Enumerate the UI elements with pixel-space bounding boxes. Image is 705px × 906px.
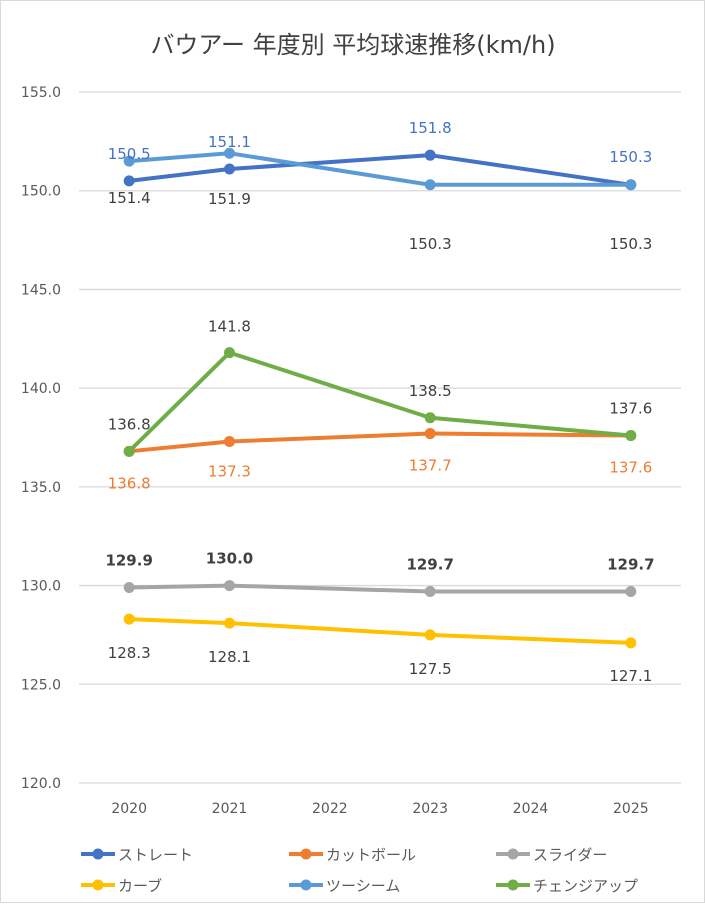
data-point bbox=[123, 175, 135, 187]
data-label: 150.3 bbox=[409, 235, 452, 253]
data-point bbox=[224, 617, 235, 629]
data-point bbox=[625, 179, 637, 191]
legend-label: チェンジアップ bbox=[533, 877, 638, 895]
legend-dot-icon bbox=[300, 848, 312, 860]
data-label: 150.3 bbox=[609, 148, 652, 166]
x-tick-label: 2021 bbox=[212, 801, 248, 817]
series-line bbox=[128, 431, 631, 454]
y-tick-label: 120.0 bbox=[21, 776, 61, 792]
legend-item[interactable]: ツーシーム bbox=[289, 877, 400, 895]
data-point bbox=[424, 149, 436, 161]
data-point bbox=[224, 435, 235, 447]
chart-title: バウアー 年度別 平均球速推移(km/h) bbox=[150, 31, 555, 59]
data-label: 150.5 bbox=[108, 145, 151, 163]
data-label: 130.0 bbox=[206, 550, 253, 568]
legend-dot-icon bbox=[507, 879, 519, 891]
data-point bbox=[224, 163, 235, 175]
y-tick-label: 145.0 bbox=[21, 282, 61, 298]
legend-item[interactable]: カットボール bbox=[289, 846, 416, 864]
y-tick-label: 140.0 bbox=[21, 381, 61, 397]
y-tick-label: 135.0 bbox=[21, 480, 61, 496]
legend-dot-icon bbox=[300, 879, 312, 891]
series-line bbox=[128, 153, 632, 187]
data-label: 150.3 bbox=[609, 235, 652, 253]
x-tick-label: 2025 bbox=[613, 801, 649, 817]
y-tick-label: 125.0 bbox=[21, 677, 61, 693]
x-tick-label: 2024 bbox=[513, 801, 549, 817]
data-label: 141.8 bbox=[208, 318, 251, 336]
data-label: 128.1 bbox=[208, 648, 251, 666]
data-label: 128.3 bbox=[108, 644, 151, 662]
legend-item[interactable]: ストレート bbox=[81, 846, 193, 864]
data-point bbox=[424, 585, 436, 597]
data-label: 136.8 bbox=[108, 415, 151, 433]
data-label: 151.4 bbox=[108, 189, 151, 207]
data-label: 137.6 bbox=[609, 400, 652, 418]
legend-item[interactable]: カーブ bbox=[81, 877, 162, 895]
legend-label: ストレート bbox=[118, 846, 193, 864]
data-label: 127.1 bbox=[609, 667, 652, 685]
data-point bbox=[424, 428, 436, 440]
series-line bbox=[129, 151, 631, 187]
data-point bbox=[424, 629, 436, 641]
legend-item[interactable]: スライダー bbox=[496, 846, 607, 864]
legend-item[interactable]: チェンジアップ bbox=[496, 877, 638, 895]
data-label: 129.7 bbox=[406, 555, 453, 573]
data-label: 138.5 bbox=[409, 382, 452, 400]
data-point bbox=[625, 430, 637, 442]
data-point bbox=[123, 613, 135, 625]
legend-label: カーブ bbox=[118, 877, 162, 895]
legend-dot-icon bbox=[507, 848, 519, 860]
data-point bbox=[224, 147, 235, 159]
data-label: 136.8 bbox=[108, 474, 151, 492]
data-label: 129.9 bbox=[105, 552, 152, 570]
data-point bbox=[424, 179, 436, 191]
legend-label: スライダー bbox=[533, 846, 607, 864]
y-tick-label: 155.0 bbox=[21, 85, 61, 101]
data-label: 127.5 bbox=[409, 660, 452, 678]
legend-label: カットボール bbox=[326, 846, 416, 864]
data-point bbox=[424, 412, 436, 424]
data-point bbox=[224, 580, 235, 592]
series-line bbox=[129, 617, 631, 645]
legend-dot-icon bbox=[92, 879, 104, 891]
x-tick-label: 2022 bbox=[312, 801, 348, 817]
data-point bbox=[123, 445, 135, 457]
y-tick-label: 130.0 bbox=[21, 579, 61, 595]
data-label: 137.7 bbox=[409, 457, 452, 475]
y-tick-label: 150.0 bbox=[21, 184, 61, 200]
data-label: 129.7 bbox=[607, 555, 654, 573]
legend-label: ツーシーム bbox=[326, 877, 400, 895]
data-label: 137.6 bbox=[609, 459, 652, 477]
data-label: 151.1 bbox=[208, 133, 251, 151]
data-label: 151.9 bbox=[208, 190, 251, 208]
data-point bbox=[224, 347, 235, 359]
legend-dot-icon bbox=[92, 848, 104, 860]
data-point bbox=[123, 582, 135, 594]
data-point bbox=[625, 637, 637, 649]
data-label: 151.8 bbox=[409, 119, 452, 137]
series-line bbox=[127, 350, 632, 453]
series-line bbox=[129, 583, 631, 594]
data-point bbox=[625, 585, 637, 597]
data-label: 137.3 bbox=[208, 462, 251, 480]
x-tick-label: 2020 bbox=[111, 801, 147, 817]
x-tick-label: 2023 bbox=[412, 801, 448, 817]
data-point bbox=[123, 155, 135, 167]
